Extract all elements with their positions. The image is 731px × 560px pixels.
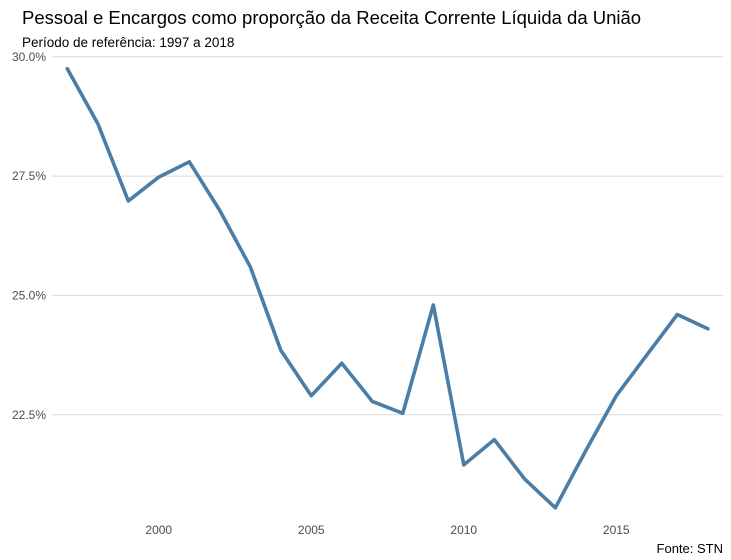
- chart-caption: Fonte: STN: [657, 541, 723, 556]
- x-tick-label: 2010: [450, 523, 477, 537]
- x-tick-label: 2000: [145, 523, 172, 537]
- y-axis-tick-labels: 22.5% 25.0% 27.5% 30.0%: [12, 50, 46, 422]
- y-tick-label: 25.0%: [12, 288, 46, 302]
- x-axis-tick-labels: 2000 2005 2010 2015: [145, 523, 630, 537]
- y-tick-label: 22.5%: [12, 408, 46, 422]
- x-tick-label: 2015: [603, 523, 630, 537]
- chart-title: Pessoal e Encargos como proporção da Rec…: [22, 7, 641, 28]
- series-line: [65, 66, 710, 510]
- chart-subtitle: Período de referência: 1997 a 2018: [22, 35, 234, 50]
- series-group: [65, 66, 710, 510]
- y-tick-label: 30.0%: [12, 50, 46, 64]
- y-gridlines: [52, 56, 723, 416]
- y-tick-label: 27.5%: [12, 169, 46, 183]
- x-tick-label: 2005: [298, 523, 325, 537]
